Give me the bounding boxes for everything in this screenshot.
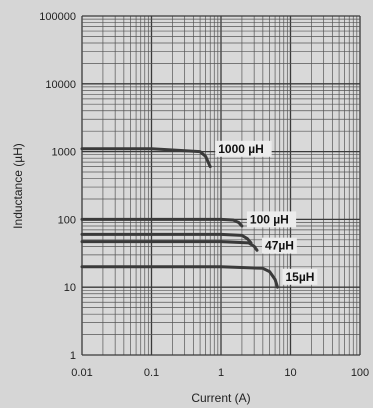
series-label-bg [246,211,297,228]
grid [81,15,361,356]
series-label: 47µH [265,239,294,253]
series-label-bg [262,237,297,254]
series-line-4 [80,265,279,289]
series-label: 1000 µH [218,142,264,156]
series-label-bg [282,268,318,285]
x-axis-label: Current (A) [191,391,250,405]
series-labels: 1000 µH 100 µH 47µH 15µH [215,140,318,285]
x-tick-label: 10 [284,367,296,379]
x-tick-labels: 0.01 0.1 1 10 100 [71,367,369,379]
series-label-bg [215,140,272,157]
y-tick-label: 10000 [45,79,76,91]
x-tick-label: 0.01 [71,367,92,379]
x-tick-label: 1 [218,367,224,379]
y-axis-label: Inductance (µH) [11,143,25,229]
y-tick-label: 1 [70,350,76,362]
y-tick-label: 100 [58,214,76,226]
series-line-1 [80,217,244,228]
series-curves [80,147,279,289]
y-tick-labels: 1 10 100 1000 10000 100000 [39,11,76,362]
series-line-0 [80,147,212,169]
x-tick-label: 100 [351,367,369,379]
series-label: 100 µH [250,212,289,226]
series-line-3 [80,240,259,252]
y-tick-label: 10 [64,282,76,294]
x-tick-label: 0.1 [144,367,159,379]
y-tick-label: 1000 [52,147,76,159]
series-line-2 [80,232,253,245]
y-tick-label: 100000 [39,11,76,23]
series-label: 15µH [285,270,314,284]
